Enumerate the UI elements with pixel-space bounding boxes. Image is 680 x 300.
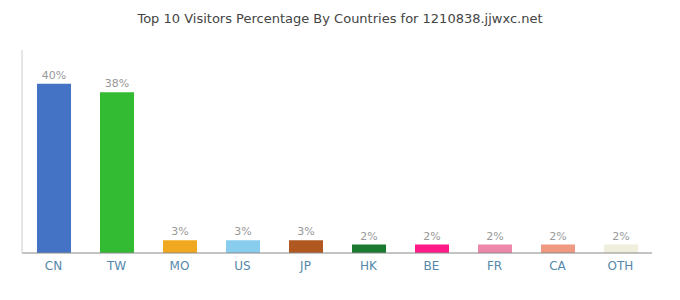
svg-text:40%: 40%: [42, 69, 66, 82]
svg-text:3%: 3%: [297, 225, 314, 238]
svg-text:CN: CN: [45, 259, 62, 273]
svg-text:TW: TW: [106, 259, 126, 273]
svg-text:MO: MO: [170, 259, 190, 273]
html-text:Top 10 Visitors Percentage By: Top 10 Visitors Percentage By Countries …: [137, 11, 543, 26]
svg-text:FR: FR: [487, 259, 502, 273]
svg-text:2%: 2%: [549, 230, 566, 243]
svg-text:HK: HK: [360, 259, 378, 273]
svg-text:2%: 2%: [423, 230, 440, 243]
svg-text:BE: BE: [424, 259, 440, 273]
svg-text:2%: 2%: [612, 230, 629, 243]
svg-text:JP: JP: [299, 259, 311, 273]
svg-text:3%: 3%: [171, 225, 188, 238]
svg-text:38%: 38%: [105, 77, 129, 90]
svg-text:CA: CA: [549, 259, 566, 273]
svg-text:US: US: [234, 259, 250, 273]
svg-text:OTH: OTH: [608, 259, 634, 273]
svg-text:3%: 3%: [234, 225, 251, 238]
svg-text:2%: 2%: [486, 230, 503, 243]
svg-text:2%: 2%: [360, 230, 377, 243]
